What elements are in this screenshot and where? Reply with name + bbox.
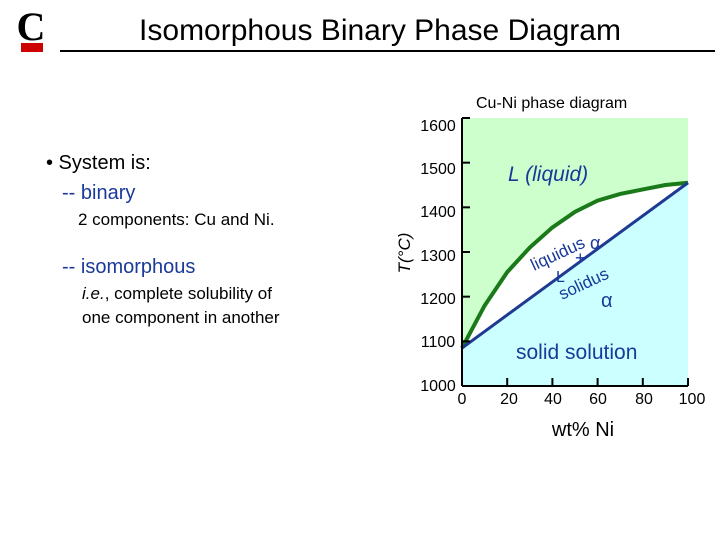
solid-alpha-label: α xyxy=(601,290,613,312)
x-tick-40: 40 xyxy=(544,391,562,408)
x-tick-0: 0 xyxy=(458,391,467,408)
solid-region xyxy=(462,182,688,386)
solid-solution-label: solid solution xyxy=(516,341,637,364)
liquidus-curve xyxy=(460,180,689,349)
svg-text:C: C xyxy=(17,6,46,49)
x-tick-60: 60 xyxy=(589,391,607,408)
x-tick-100: 100 xyxy=(679,391,706,408)
two-phase-L-label: L xyxy=(556,269,565,286)
x-tick-20: 20 xyxy=(500,391,518,408)
item-isomorphous-detail-rest: , complete solubility of xyxy=(104,284,272,303)
liquid-region xyxy=(462,118,688,349)
y-tick-1200: 1200 xyxy=(420,291,456,308)
x-tick-80: 80 xyxy=(635,391,653,408)
y-tick-1500: 1500 xyxy=(420,161,456,178)
y-tick-1000: 1000 xyxy=(420,378,456,395)
x-axis-label: wt% Ni xyxy=(551,419,614,441)
solidus-curve xyxy=(461,181,689,350)
item-isomorphous-detail: i.e., complete solubility of xyxy=(82,284,272,304)
university-logo: C xyxy=(17,6,46,52)
slide-title: Isomorphous Binary Phase Diagram xyxy=(139,14,621,47)
title-divider xyxy=(60,50,715,52)
y-tick-1600: 1600 xyxy=(420,118,456,135)
item-isomorphous-detail-line2: one component in another xyxy=(82,308,280,327)
ie-abbrev: i.e. xyxy=(82,284,105,303)
liquid-region-label: L (liquid) xyxy=(508,163,588,186)
bullet-system: • System is: xyxy=(46,152,151,174)
item-binary: -- binary xyxy=(62,182,136,204)
two-phase-plus-label: + xyxy=(575,248,586,268)
item-isomorphous: -- isomorphous xyxy=(62,256,196,278)
y-tick-1300: 1300 xyxy=(420,248,456,265)
item-binary-detail: 2 components: Cu and Ni. xyxy=(78,210,275,229)
chart-title: Cu-Ni phase diagram xyxy=(476,95,627,112)
y-tick-1100: 1100 xyxy=(421,334,456,351)
y-tick-1400: 1400 xyxy=(420,204,456,221)
two-phase-alpha-label: α xyxy=(590,233,600,253)
y-axis-label: T(°C) xyxy=(395,233,414,274)
